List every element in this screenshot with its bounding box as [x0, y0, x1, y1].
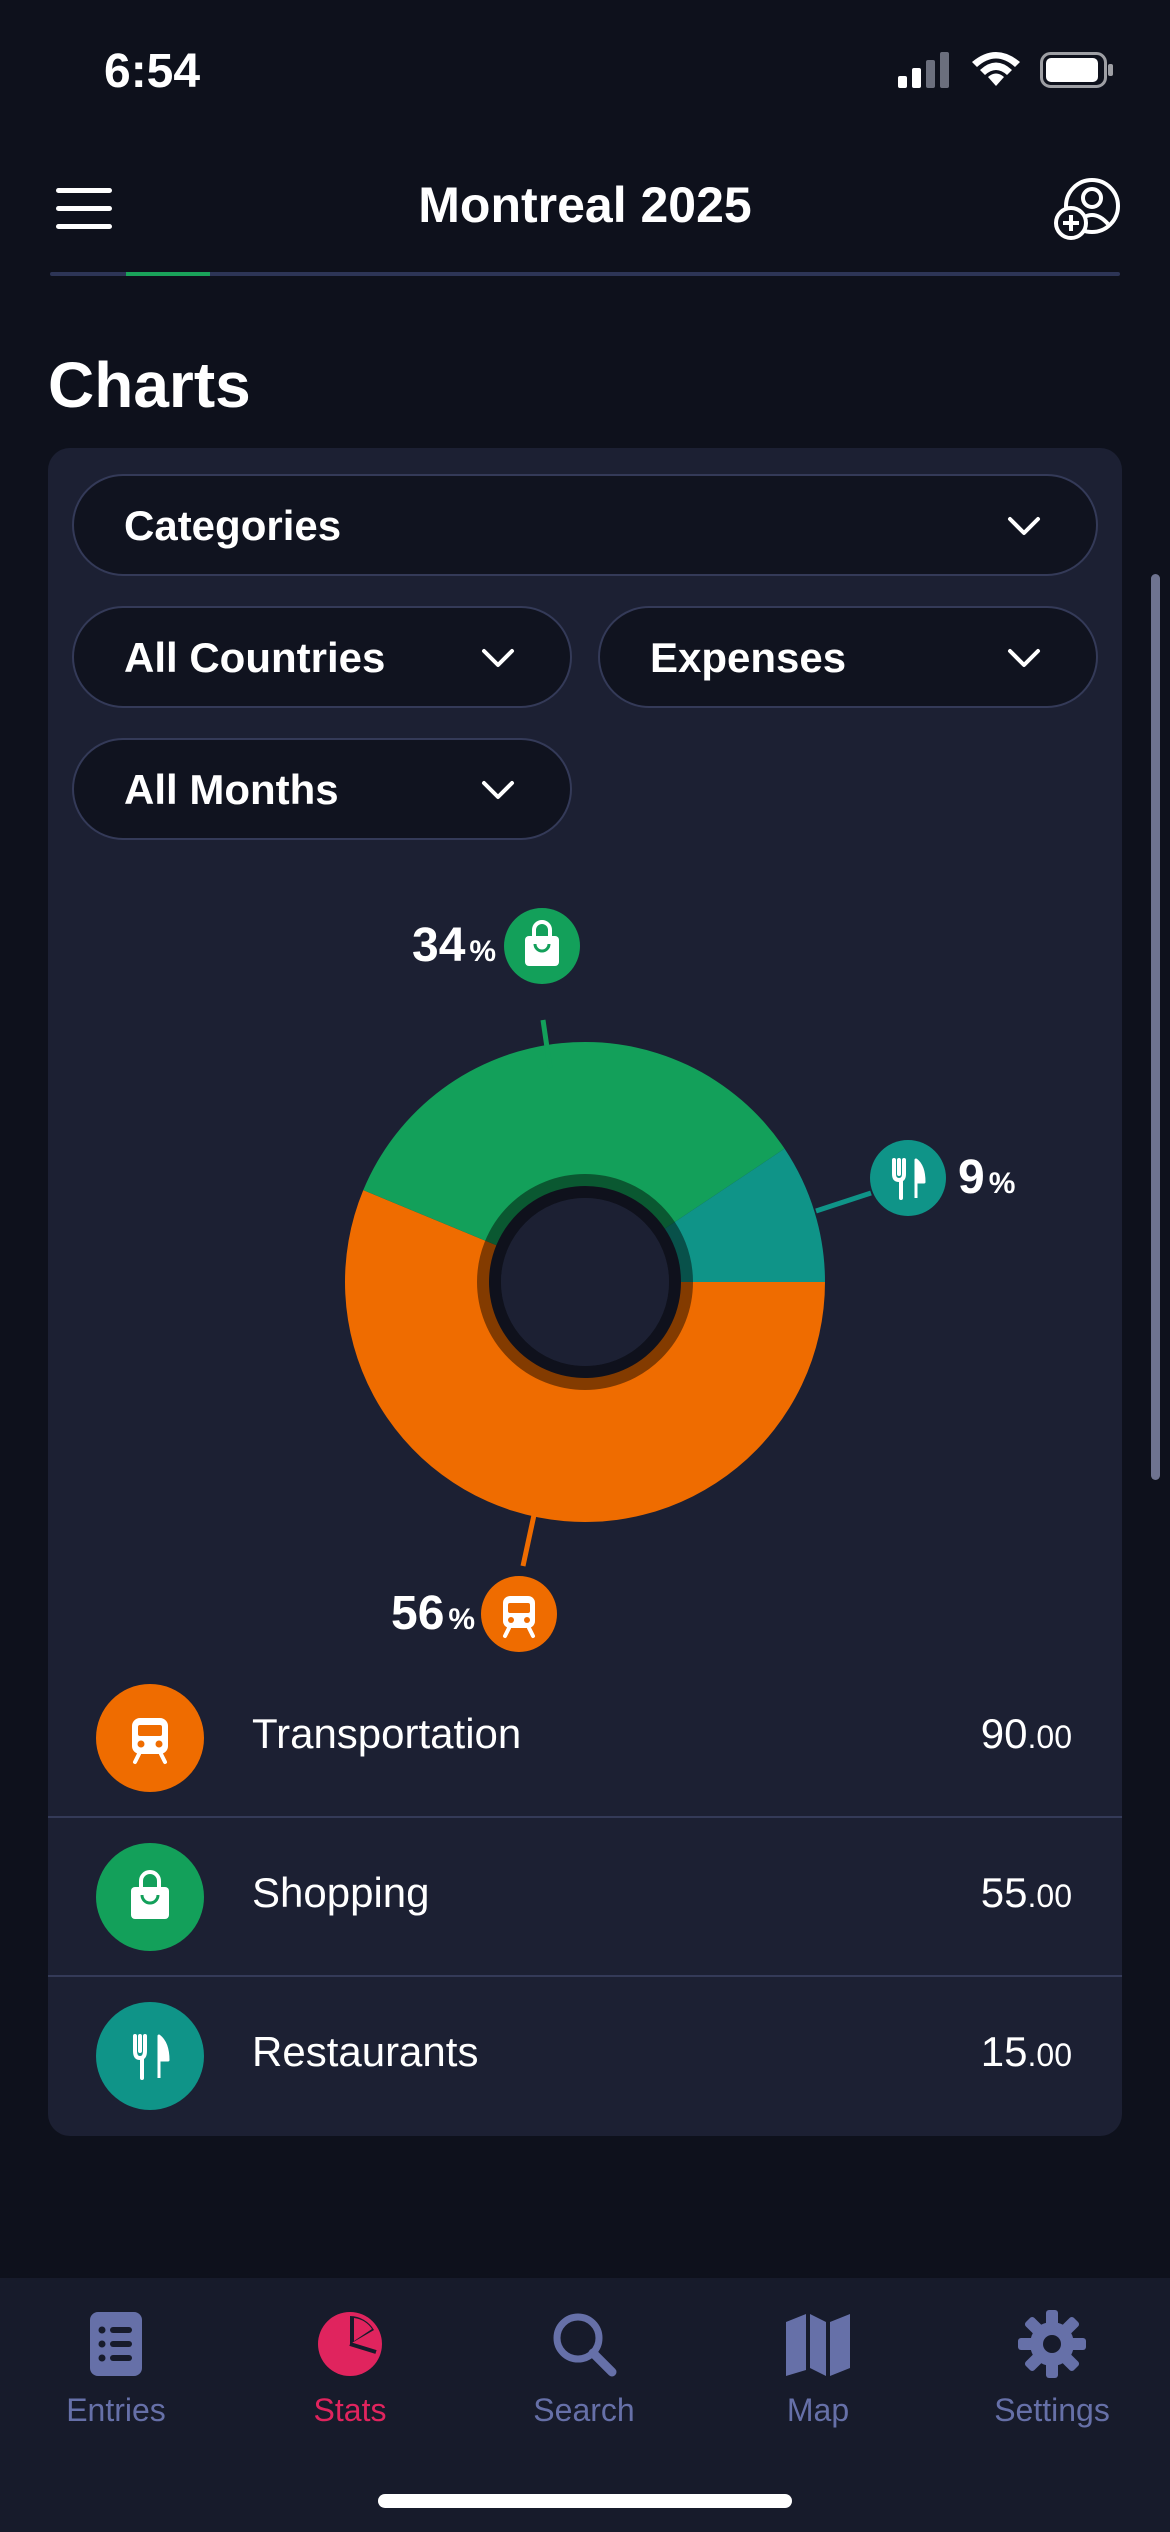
status-bar: 6:54: [0, 0, 1170, 140]
app-header: Montreal 2025: [0, 140, 1170, 276]
restaurants-percent-label: 9%: [958, 1150, 1015, 1205]
category-name: Transportation: [252, 1710, 522, 1757]
entries-icon: [90, 2312, 142, 2376]
header-divider: [50, 272, 1120, 276]
slice-transportation[interactable]: [345, 1190, 825, 1522]
donut-chart: 34% 9% 56%: [48, 448, 1122, 2136]
tab-label: Search: [533, 2392, 635, 2428]
menu-line: [56, 224, 112, 229]
amount-integer: 15: [980, 2028, 1028, 2075]
tab-label: Entries: [66, 2392, 166, 2428]
charts-card: Categories All Countries Expenses All Mo…: [48, 448, 1122, 2136]
percent-unit: %: [469, 935, 497, 968]
group-by-label: Categories: [124, 502, 342, 549]
row-divider: [48, 1975, 1122, 1977]
gear-icon: [1018, 2310, 1086, 2378]
chevron-down-icon: [1008, 649, 1040, 667]
category-amount: 90.00: [981, 1710, 1072, 1758]
country-select[interactable]: All Countries: [72, 606, 572, 708]
section-title: Charts: [48, 349, 251, 421]
bus-icon: [132, 1718, 168, 1764]
amount-decimal: .00: [1027, 1719, 1072, 1755]
list-item[interactable]: Restaurants 15.00: [48, 1976, 1122, 2134]
chevron-down-icon: [482, 649, 514, 667]
battery-icon: [1040, 52, 1113, 88]
bus-icon: [503, 1596, 535, 1638]
slice-restaurants[interactable]: [664, 1148, 825, 1282]
wifi-icon: [972, 52, 1020, 86]
shopping-percent-value: 34: [412, 919, 466, 972]
shopping-badge: [504, 908, 580, 984]
transport-percent-value: 56: [391, 1587, 445, 1640]
category-icon-badge: [96, 1843, 204, 1951]
pie-chart-icon: [318, 2312, 382, 2376]
category-icon-badge: [96, 1684, 204, 1792]
slice-shopping[interactable]: [363, 1042, 785, 1246]
restaurants-percent-value: 9: [958, 1151, 985, 1204]
row-divider: [48, 1816, 1122, 1818]
fork-knife-icon: [133, 2034, 170, 2080]
list-item[interactable]: Shopping 55.00: [48, 1817, 1122, 1975]
percent-unit: %: [448, 1603, 476, 1636]
tab-label: Map: [786, 2392, 850, 2428]
tab-map[interactable]: Map: [718, 2308, 918, 2468]
restaurants-leader: [815, 1190, 872, 1214]
restaurants-badge: [870, 1140, 946, 1216]
month-label: All Months: [124, 766, 339, 813]
type-select[interactable]: Expenses: [598, 606, 1098, 708]
search-icon: [553, 2313, 617, 2377]
group-by-select[interactable]: Categories: [72, 474, 1098, 576]
tab-label: Settings: [994, 2392, 1110, 2428]
menu-button[interactable]: [56, 188, 112, 229]
fork-knife-icon: [892, 1158, 926, 1200]
category-name: Restaurants: [252, 2028, 479, 2075]
map-icon: [786, 2314, 850, 2376]
list-item[interactable]: Transportation 90.00: [48, 1658, 1122, 1816]
scrollbar[interactable]: [1151, 574, 1160, 1480]
amount-decimal: .00: [1027, 1878, 1072, 1914]
donut-svg: [345, 908, 946, 1652]
chevron-down-icon: [1008, 517, 1040, 535]
country-label: All Countries: [124, 634, 386, 681]
category-amount: 15.00: [981, 2028, 1072, 2076]
transport-badge: [481, 1576, 557, 1652]
menu-line: [56, 188, 112, 193]
tab-label: Stats: [313, 2392, 387, 2428]
shopping-percent-label: 34%: [412, 918, 496, 973]
tab-entries[interactable]: Entries: [16, 2308, 216, 2468]
menu-line: [56, 206, 112, 211]
amount-integer: 90: [980, 1710, 1028, 1757]
donut-hole: [501, 1198, 669, 1366]
add-user-icon[interactable]: [1054, 176, 1120, 242]
transport-percent-label: 56%: [391, 1586, 475, 1641]
shopping-bag-icon: [131, 1870, 169, 1919]
amount-decimal: .00: [1027, 2037, 1072, 2073]
percent-unit: %: [988, 1167, 1016, 1200]
type-label: Expenses: [650, 634, 847, 681]
status-icons: [898, 52, 1114, 88]
amount-integer: 55: [980, 1869, 1028, 1916]
tab-settings[interactable]: Settings: [952, 2308, 1152, 2468]
tab-stats[interactable]: Stats: [250, 2308, 450, 2468]
progress-accent: [126, 272, 210, 276]
signal-icon: [898, 52, 949, 88]
page-title: Montreal 2025: [418, 177, 752, 233]
tab-search[interactable]: Search: [484, 2308, 684, 2468]
category-amount: 55.00: [981, 1869, 1072, 1917]
status-time: 6:54: [104, 45, 201, 98]
transport-leader: [520, 1514, 537, 1567]
shopping-leader: [540, 1019, 553, 1069]
donut-inner-ring: [477, 1174, 693, 1390]
category-icon-badge: [96, 2002, 204, 2110]
shopping-bag-icon: [525, 920, 559, 966]
home-indicator: [378, 2494, 792, 2508]
tab-bar: Entries Stats Search Map: [0, 2278, 1170, 2532]
category-name: Shopping: [252, 1869, 430, 1916]
month-select[interactable]: All Months: [72, 738, 572, 840]
chevron-down-icon: [482, 781, 514, 799]
